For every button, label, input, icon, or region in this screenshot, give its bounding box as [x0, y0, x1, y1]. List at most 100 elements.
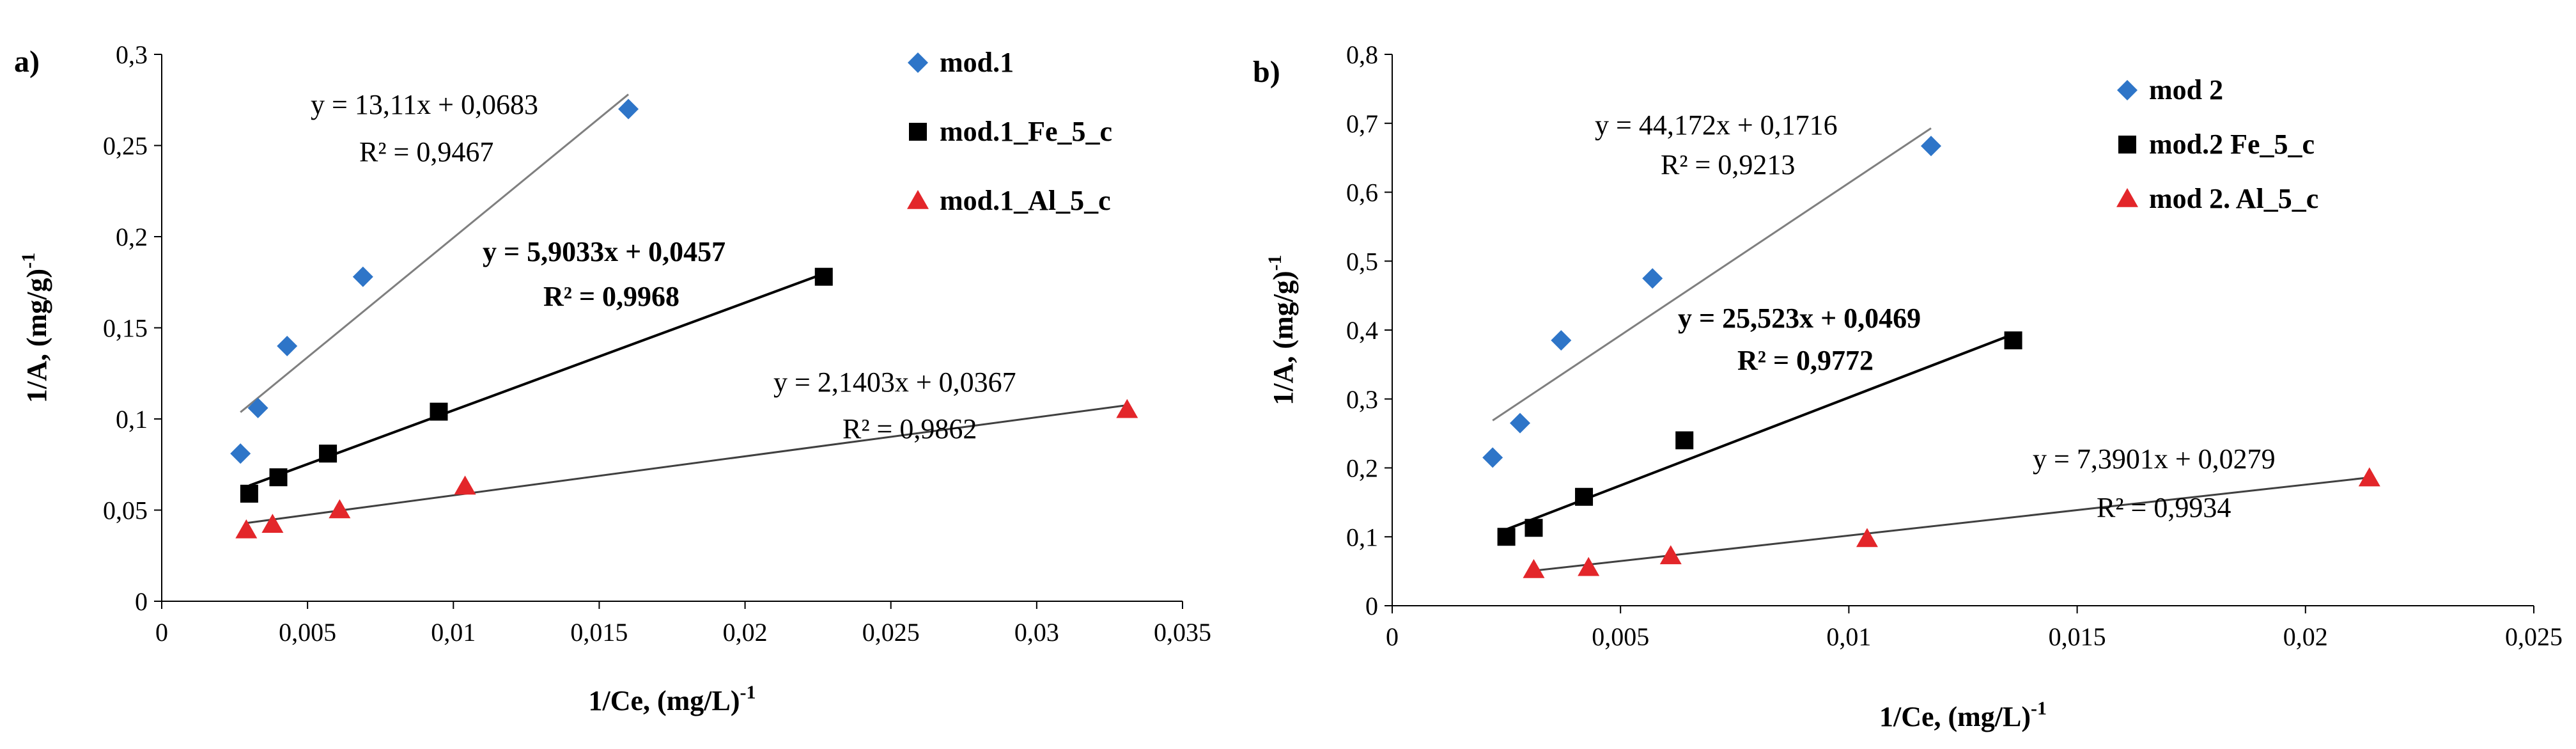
x-axis-label: 1/Ce, (mg/L)-1	[588, 682, 756, 716]
trendline-square	[249, 272, 825, 487]
data-point-diamond	[352, 266, 373, 287]
data-point-square	[269, 468, 288, 487]
data-point-square	[319, 445, 338, 463]
x-tick-label: 0	[155, 618, 168, 647]
legend-label: mod.1	[940, 47, 1014, 78]
data-point-triangle	[1856, 528, 1878, 548]
y-tick-label: 0,25	[103, 132, 148, 161]
trendline-equation: y = 7,3901x + 0,0279	[2033, 443, 2276, 475]
trendline-r2: R² = 0,9213	[1661, 149, 1795, 180]
data-point-square	[1525, 519, 1543, 537]
legend-label: mod.1_Fe_5_c	[940, 116, 1112, 147]
y-tick-label: 0,7	[1346, 109, 1378, 138]
data-point-square	[430, 402, 448, 421]
data-point-triangle	[907, 190, 929, 209]
trendline-equation: y = 44,172x + 0,1716	[1595, 109, 1838, 141]
y-tick-label: 0,3	[116, 40, 148, 69]
series-diamond	[230, 99, 639, 464]
trendline-equation: y = 2,1403x + 0,0367	[773, 367, 1016, 398]
y-tick-label: 0,8	[1346, 40, 1378, 69]
y-tick-label: 0	[1365, 592, 1378, 620]
x-tick-label: 0,025	[862, 618, 920, 647]
chart-a: 0 0,05 0,1 0,15 0,2 0,25 0,3 0 0,005 0,01 0,015 0,0…	[14, 40, 1211, 716]
legend-label: mod 2. Al_5_c	[2149, 183, 2318, 214]
data-point-triangle	[235, 519, 258, 539]
panel-label: b)	[1253, 55, 1280, 89]
x-tick-label: 0,005	[1592, 622, 1649, 651]
data-point-triangle	[2116, 188, 2138, 207]
data-point-triangle	[1578, 556, 1600, 576]
x-tick-label: 0,005	[279, 618, 336, 647]
series-triangle	[1523, 467, 2380, 578]
data-point-square	[2004, 331, 2022, 350]
data-point-triangle	[1659, 545, 1682, 565]
series-square	[1497, 331, 2022, 546]
data-point-diamond	[1920, 136, 1941, 157]
x-axis-label: 1/Ce, (mg/L)-1	[1879, 698, 2047, 732]
y-tick-label: 0,15	[103, 314, 148, 343]
trendline-r2: R² = 0,9934	[2097, 492, 2231, 523]
trendline-diamond	[240, 93, 630, 413]
x-tick-label: 0	[1386, 622, 1399, 651]
legend-label: mod.2 Fe_5_c	[2149, 129, 2315, 160]
trendline-triangle	[1533, 477, 2370, 572]
data-point-triangle	[1116, 398, 1138, 418]
data-point-square	[1675, 431, 1694, 450]
trendline-r2: R² = 0,9467	[359, 136, 493, 168]
data-point-square	[814, 267, 833, 286]
trendline-r2: R² = 0,9772	[1737, 345, 1874, 376]
data-point-diamond	[618, 99, 639, 120]
series-triangle	[235, 398, 1138, 539]
x-tick-label: 0,015	[2049, 622, 2106, 651]
trendline-r2: R² = 0,9968	[543, 281, 679, 312]
data-point-square	[1497, 528, 1516, 546]
y-tick-label: 0,1	[116, 405, 148, 434]
data-point-square	[909, 123, 927, 141]
data-point-diamond	[247, 397, 268, 418]
data-point-diamond	[1642, 268, 1663, 289]
data-point-triangle	[1523, 558, 1545, 578]
data-point-diamond	[1551, 330, 1572, 351]
trendline-diamond	[1492, 127, 1932, 422]
legend-label: mod 2	[2149, 74, 2223, 106]
y-tick-label: 0,05	[103, 496, 148, 525]
y-tick-label: 0,6	[1346, 178, 1378, 207]
y-tick-label: 0,3	[1346, 385, 1378, 414]
y-tick-label: 0,5	[1346, 247, 1378, 276]
trendline-r2: R² = 0,9862	[842, 413, 977, 445]
y-tick-label: 0,2	[1346, 454, 1378, 483]
y-axis-label: 1/A, (mg/g)-1	[18, 253, 52, 403]
y-tick-label: 0	[135, 587, 148, 616]
x-tick-label: 0,025	[2505, 622, 2563, 651]
x-tick-label: 0,02	[2283, 622, 2328, 651]
data-point-diamond	[277, 336, 298, 356]
x-tick-label: 0,03	[1014, 618, 1059, 647]
x-tick-label: 0,02	[723, 618, 768, 647]
data-point-diamond	[1510, 413, 1531, 434]
data-point-diamond	[2117, 80, 2138, 100]
data-point-square	[2118, 136, 2136, 154]
data-point-triangle	[329, 499, 351, 519]
trendline-equation: y = 25,523x + 0,0469	[1678, 303, 1921, 334]
data-point-diamond	[1482, 447, 1503, 468]
data-point-triangle	[2358, 467, 2380, 487]
x-tick-label: 0,01	[431, 618, 476, 647]
y-axis-label: 1/A, (mg/g)-1	[1264, 255, 1299, 405]
series-diamond	[1482, 136, 1941, 468]
y-tick-label: 0,4	[1346, 316, 1378, 345]
trendline-equation: y = 13,11x + 0,0683	[311, 89, 538, 120]
panel-label: a)	[14, 45, 40, 79]
chart-b: 0 0,1 0,2 0,3 0,4 0,5 0,6 0,7 0,8 0 0,005 0,01 0,015…	[1253, 40, 2563, 732]
x-tick-label: 0,01	[1826, 622, 1871, 651]
legend-label: mod.1_Al_5_c	[940, 185, 1111, 216]
x-tick-label: 0,035	[1154, 618, 1211, 647]
y-tick-label: 0,2	[116, 223, 148, 251]
data-point-diamond	[230, 443, 251, 464]
y-tick-label: 0,1	[1346, 523, 1378, 551]
data-point-diamond	[908, 52, 928, 73]
data-point-square	[240, 484, 258, 503]
data-point-triangle	[454, 475, 476, 495]
trendline-equation: y = 5,9033x + 0,0457	[483, 236, 725, 267]
series-square	[240, 267, 833, 503]
